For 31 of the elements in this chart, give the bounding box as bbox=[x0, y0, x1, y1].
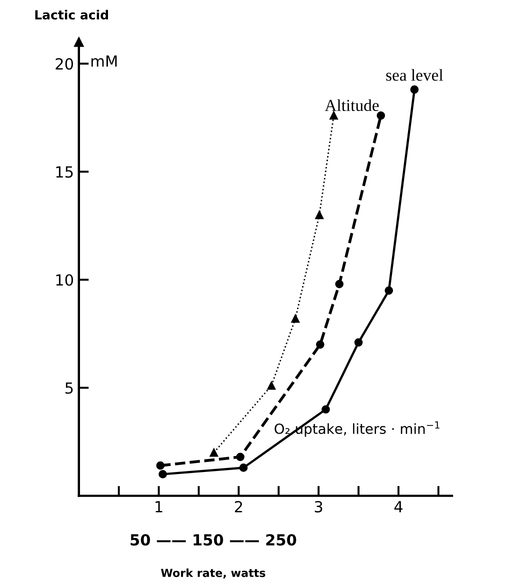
point bbox=[291, 314, 300, 323]
point bbox=[384, 286, 394, 295]
point bbox=[316, 340, 324, 349]
point bbox=[335, 280, 344, 288]
x-axis-title: O₂ uptake, liters · min$^{−1}$ bbox=[274, 421, 440, 437]
point bbox=[239, 464, 248, 472]
point bbox=[210, 448, 218, 457]
series-label: Altitude bbox=[324, 99, 379, 112]
point bbox=[315, 210, 324, 220]
y-tick-label: 5 bbox=[65, 382, 73, 394]
y-tick-label: 15 bbox=[56, 166, 73, 178]
point bbox=[158, 470, 167, 478]
x-tick-label: 3 bbox=[314, 500, 322, 513]
point bbox=[376, 111, 386, 120]
y-axis-title: Lactic acid bbox=[35, 10, 108, 20]
x-tick-label: 2 bbox=[234, 500, 242, 512]
point bbox=[236, 452, 244, 462]
y-tick-label: 20 bbox=[56, 58, 74, 70]
annotation: mM bbox=[91, 56, 117, 67]
point bbox=[330, 111, 338, 120]
text: Work rate, watts bbox=[160, 568, 266, 579]
y-tick-label: 10 bbox=[56, 274, 74, 286]
series-label: sea level bbox=[386, 69, 444, 81]
point bbox=[410, 85, 419, 94]
point bbox=[354, 338, 363, 347]
text: 50 —— 150 —— 250 bbox=[130, 534, 296, 546]
point bbox=[322, 405, 330, 414]
point bbox=[156, 461, 165, 470]
point bbox=[267, 381, 276, 390]
x-tick-label: 1 bbox=[156, 501, 162, 512]
x-tick-label: 4 bbox=[394, 501, 402, 512]
